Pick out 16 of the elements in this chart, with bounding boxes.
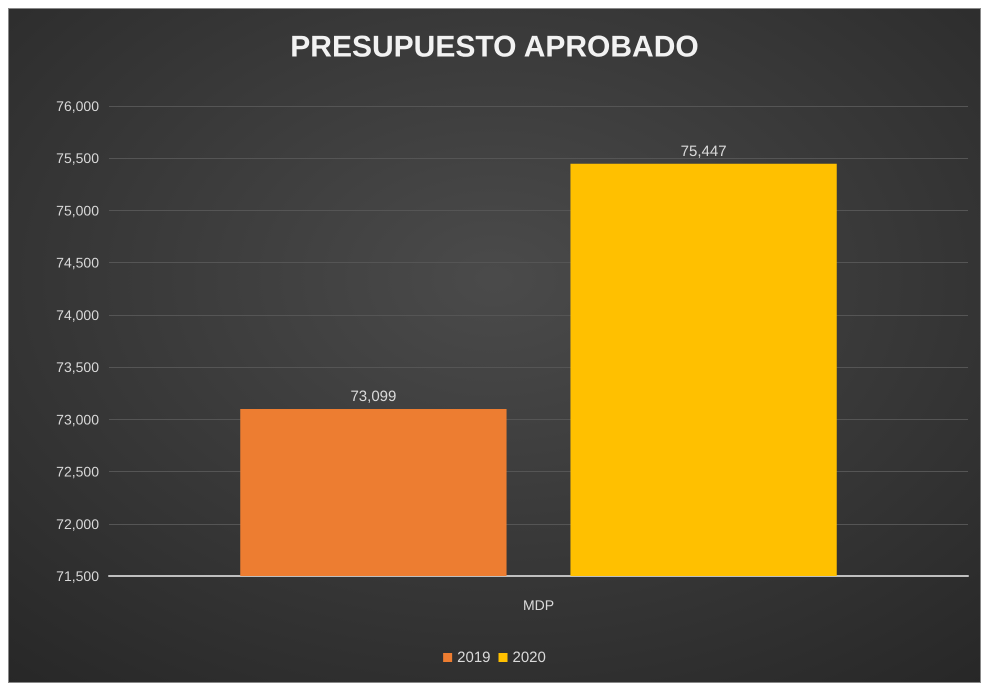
y-tick-label: 72,000 xyxy=(56,516,100,532)
y-tick-label: 75,000 xyxy=(56,202,100,218)
legend-label: 2020 xyxy=(512,649,546,666)
y-tick-label: 71,500 xyxy=(56,568,100,584)
x-tick-label: MDP xyxy=(522,597,554,613)
y-tick-label: 75,500 xyxy=(56,150,100,166)
legend-label: 2019 xyxy=(457,649,491,666)
y-tick-label: 76,000 xyxy=(56,98,100,114)
data-label: 73,099 xyxy=(350,388,396,405)
y-tick-label: 73,500 xyxy=(56,359,100,376)
y-tick-label: 74,500 xyxy=(56,254,100,271)
data-label: 75,447 xyxy=(680,142,727,160)
y-tick-label: 74,000 xyxy=(56,306,100,323)
chart-title: PRESUPUESTO APROBADO xyxy=(290,30,699,64)
y-tick-label: 72,500 xyxy=(56,464,100,480)
y-tick-label: 73,000 xyxy=(56,411,100,428)
